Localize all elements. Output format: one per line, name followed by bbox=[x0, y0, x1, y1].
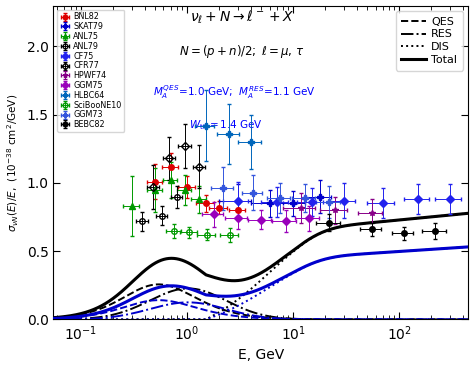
Line: DIS: DIS bbox=[49, 213, 474, 319]
Total bbox=[253, 273, 258, 278]
Line: RES: RES bbox=[49, 289, 474, 319]
RES bbox=[185, 286, 191, 291]
QES bbox=[241, 313, 247, 317]
Total bbox=[380, 219, 386, 224]
RES bbox=[253, 311, 258, 315]
Total bbox=[458, 212, 464, 216]
DIS bbox=[471, 210, 474, 215]
QES bbox=[68, 314, 73, 318]
RES bbox=[471, 317, 474, 322]
DIS bbox=[380, 219, 386, 224]
QES bbox=[253, 314, 258, 319]
Text: $N=(p+n)/2;\; \ell=\mu,\,\tau$: $N=(p+n)/2;\; \ell=\mu,\,\tau$ bbox=[179, 43, 305, 60]
Text: $\nu_\ell + N \rightarrow \ell^- + X$: $\nu_\ell + N \rightarrow \ell^- + X$ bbox=[190, 9, 294, 26]
Total bbox=[241, 277, 247, 282]
DIS bbox=[458, 212, 464, 216]
QES bbox=[46, 316, 52, 320]
Y-axis label: $\sigma_{\nu N}(E)/E$,  $(10^{-38}$ cm$^2$/GeV): $\sigma_{\nu N}(E)/E$, $(10^{-38}$ cm$^2… bbox=[6, 93, 21, 231]
DIS bbox=[46, 317, 52, 322]
QES bbox=[381, 317, 386, 322]
Text: $M_A^{QES}\!=\!1.0$ GeV;  $M_A^{RES}\!=\!1.1$ GeV: $M_A^{QES}\!=\!1.0$ GeV; $M_A^{RES}\!=\!… bbox=[153, 84, 315, 101]
Total bbox=[68, 314, 73, 318]
DIS bbox=[241, 293, 247, 297]
QES bbox=[471, 317, 474, 322]
Text: $W_{\rm th}=1.4$ GeV: $W_{\rm th}=1.4$ GeV bbox=[189, 118, 263, 132]
QES bbox=[458, 317, 464, 322]
DIS bbox=[68, 317, 73, 322]
RES bbox=[381, 317, 386, 322]
Total bbox=[458, 212, 464, 216]
X-axis label: E, GeV: E, GeV bbox=[238, 348, 284, 362]
RES bbox=[241, 307, 247, 311]
QES bbox=[156, 282, 162, 287]
RES bbox=[46, 317, 52, 322]
QES bbox=[458, 317, 464, 322]
Legend: QES, RES, DIS, Total: QES, RES, DIS, Total bbox=[396, 11, 463, 71]
DIS bbox=[253, 283, 258, 287]
Total bbox=[46, 316, 52, 320]
DIS bbox=[458, 212, 464, 216]
Total bbox=[471, 210, 474, 215]
Line: QES: QES bbox=[49, 284, 474, 319]
Line: Total: Total bbox=[49, 213, 474, 318]
RES bbox=[458, 317, 464, 322]
RES bbox=[458, 317, 464, 322]
RES bbox=[68, 317, 73, 321]
